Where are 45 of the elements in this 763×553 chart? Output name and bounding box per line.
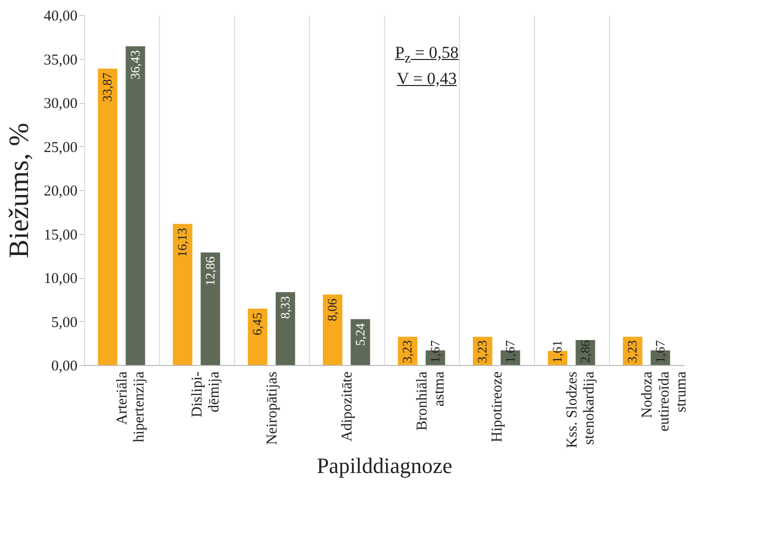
data-label: 3,23 <box>474 340 490 363</box>
x-tick-label: Neiropātijas <box>264 371 280 445</box>
x-tick-label: Kss. Slodzes stenokardija <box>564 371 598 448</box>
y-tick-label: 40,00 <box>44 8 78 24</box>
x-tick-label: Adipozitāte <box>340 371 356 442</box>
y-tick-label: 15,00 <box>44 227 78 244</box>
annotation: V = 0,43 <box>396 68 458 90</box>
data-label: 6,45 <box>250 312 265 336</box>
x-tick-label: Hipotireoze <box>490 371 506 442</box>
data-label: 3,23 <box>624 340 640 363</box>
annotation: P$_{z}$ = 0,58 <box>395 42 459 68</box>
data-label: 16,13 <box>174 228 190 258</box>
data-label: 1,67 <box>502 340 518 363</box>
x-tick-label: Dislipi- dēmija <box>190 371 222 418</box>
bar <box>248 308 268 365</box>
data-label: 12,86 <box>202 256 218 286</box>
x-tick-label: Bronhiāla astma <box>414 371 448 431</box>
data-label: 1,61 <box>550 340 565 363</box>
y-tick-label: 10,00 <box>44 271 78 287</box>
y-tick-label: 30,00 <box>44 96 78 112</box>
y-tick-label: 5,00 <box>51 314 78 331</box>
bar <box>350 319 370 365</box>
data-label: 3,23 <box>400 340 415 363</box>
data-label: 8,33 <box>277 296 292 319</box>
data-label: 1,67 <box>652 340 668 363</box>
data-label: 33,87 <box>100 72 115 102</box>
y-tick-label: 0,00 <box>51 358 78 374</box>
data-label: 1,67 <box>427 340 442 363</box>
bar <box>200 252 220 365</box>
bar <box>276 292 296 365</box>
data-label: 36,43 <box>127 50 142 80</box>
x-axis-title: Papilddiagnoze <box>316 453 452 478</box>
bar <box>172 224 192 365</box>
data-label: 2,86 <box>577 340 592 363</box>
y-tick-label: 35,00 <box>44 52 78 68</box>
data-label: 5,24 <box>352 322 368 346</box>
bar <box>322 294 342 365</box>
bar <box>98 68 118 365</box>
data-label: 8,06 <box>324 298 340 322</box>
y-tick-label: 25,00 <box>44 140 78 156</box>
bar <box>126 46 146 365</box>
x-tick-label: Arteriāla hipertenzija <box>114 371 148 442</box>
y-axis-title: Biežums, % <box>4 122 35 258</box>
y-tick-label: 20,00 <box>44 184 78 200</box>
x-tick-label: Nodoza eutireoīda struma <box>640 371 690 432</box>
